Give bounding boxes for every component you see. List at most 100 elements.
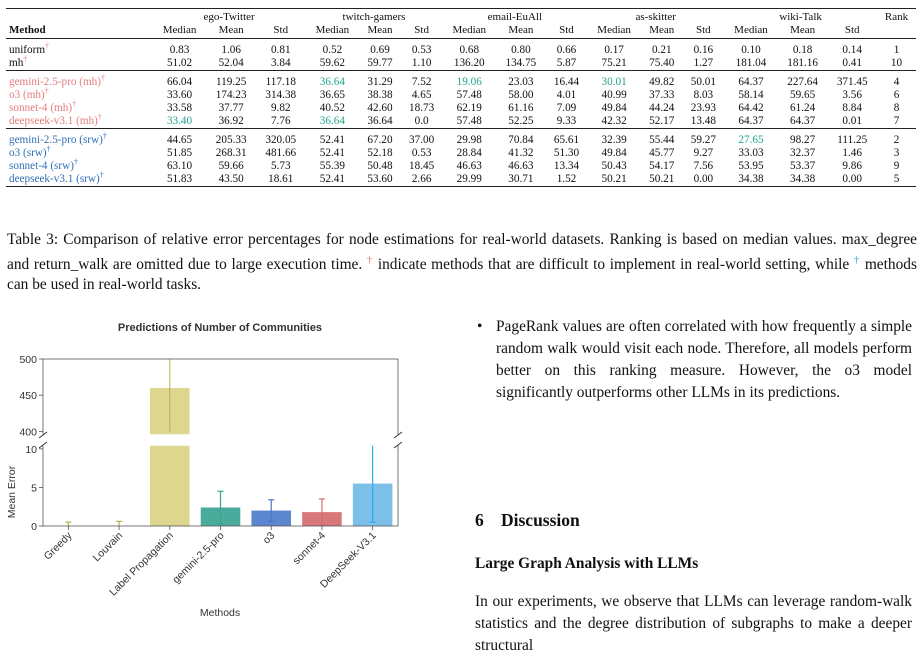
value-cell: 2.66 bbox=[400, 173, 443, 187]
value-cell: 36.92 bbox=[218, 115, 244, 127]
value-cell: 30.01 bbox=[587, 70, 641, 89]
value-cell: 36.65 bbox=[319, 89, 345, 101]
table-row: sonnet-4 (srw)† 63.10 59.66 5.73 55.39 50.48 1… bbox=[6, 157, 916, 173]
y-tick-label: 0 bbox=[31, 521, 37, 533]
value-cell: 53.60 bbox=[359, 173, 401, 187]
value-cell: 28.84 bbox=[456, 147, 482, 159]
value-cell: 1.52 bbox=[545, 173, 588, 187]
stat-header-blank bbox=[877, 24, 916, 39]
value-cell: 59.62 bbox=[319, 57, 345, 69]
value-cell: 33.40 bbox=[166, 115, 193, 127]
value-cell: 46.63 bbox=[456, 160, 482, 172]
value-cell: 55.44 bbox=[640, 128, 683, 147]
value-cell: 50.21 bbox=[640, 173, 683, 187]
y-tick-label: 450 bbox=[19, 390, 37, 402]
rank-cell: 8 bbox=[893, 102, 900, 114]
method-cell: o3 (srw)† bbox=[6, 145, 153, 160]
value-cell: 0.53 bbox=[411, 147, 432, 159]
value-cell: 37.33 bbox=[649, 89, 675, 101]
value-cell: 53.95 bbox=[738, 160, 764, 172]
value-cell: 5.73 bbox=[270, 160, 291, 172]
value-cell: 174.23 bbox=[215, 89, 247, 101]
method-cell: deepseek-v3.1 (mh)† bbox=[6, 113, 153, 129]
value-cell: 36.64 bbox=[319, 115, 345, 127]
method-name: deepseek-v3.1 (mh) bbox=[9, 115, 98, 127]
value-cell: 9.33 bbox=[556, 115, 577, 127]
value-cell: 1.27 bbox=[693, 57, 714, 69]
rank-header: Rank bbox=[877, 8, 916, 24]
y-axis-label: Mean Error bbox=[6, 465, 18, 518]
value-cell: 45.77 bbox=[649, 147, 675, 159]
section-number: 6 bbox=[475, 510, 484, 530]
value-cell: 59.77 bbox=[367, 57, 393, 69]
value-cell: 51.30 bbox=[553, 147, 580, 159]
dagger-marker: † bbox=[23, 54, 28, 64]
value-cell: 59.65 bbox=[790, 89, 816, 101]
value-cell: 49.84 bbox=[601, 102, 627, 114]
value-cell: 0.80 bbox=[496, 38, 546, 57]
dagger-blue-marker: † bbox=[853, 254, 861, 266]
value-cell: 7.09 bbox=[556, 102, 577, 114]
value-cell: 1.10 bbox=[411, 57, 432, 69]
value-cell: 227.64 bbox=[777, 70, 828, 89]
method-cell: deepseek-v3.1 (srw)† bbox=[6, 171, 153, 187]
table-body: uniform† 0.83 1.06 0.81 0.52 0.69 0.53 0.68 0.80… bbox=[6, 38, 916, 187]
value-cell: 58.14 bbox=[738, 89, 764, 101]
value-cell: 0.0 bbox=[414, 115, 429, 127]
method-header-spacer bbox=[6, 8, 153, 24]
value-cell: 8.84 bbox=[842, 102, 862, 114]
value-cell: 32.37 bbox=[790, 147, 816, 159]
rank-cell: 9 bbox=[893, 160, 900, 172]
value-cell: 36.64 bbox=[305, 70, 360, 89]
method-name: uniform bbox=[9, 44, 46, 56]
value-cell: 32.39 bbox=[587, 128, 641, 147]
method-name: gemini-2.5-pro (srw) bbox=[9, 134, 103, 146]
communities-bar-chart: Predictions of Number of Communities Mea… bbox=[6, 322, 403, 619]
stat-header: Std bbox=[273, 24, 289, 36]
x-tick-label: Greedy bbox=[42, 529, 75, 562]
table-header-row: ego-Twitter twitch-gamers email-EuAll as… bbox=[6, 8, 916, 24]
value-cell: 49.84 bbox=[601, 147, 627, 159]
dagger-marker: † bbox=[73, 157, 78, 167]
x-tick-label: gemini-2.5-pro bbox=[170, 530, 226, 586]
dagger-red-marker: † bbox=[366, 254, 374, 266]
stat-header: Mean bbox=[218, 24, 244, 36]
dagger-marker: † bbox=[100, 73, 105, 83]
value-cell: 67.20 bbox=[359, 128, 401, 147]
value-cell: 7.52 bbox=[400, 70, 443, 89]
stat-header: Std bbox=[696, 24, 711, 36]
method-cell: sonnet-4 (mh)† bbox=[6, 100, 153, 115]
value-cell: 4.65 bbox=[411, 89, 432, 101]
method-name: o3 (mh) bbox=[9, 89, 45, 101]
value-cell: 0.53 bbox=[400, 38, 443, 57]
value-cell: 9.27 bbox=[693, 147, 714, 159]
method-name: mh bbox=[9, 57, 24, 69]
value-cell: 52.41 bbox=[319, 147, 345, 159]
value-cell: 0.52 bbox=[305, 38, 360, 57]
value-cell: 119.25 bbox=[206, 70, 256, 89]
value-cell: 117.18 bbox=[255, 70, 306, 89]
value-cell: 0.66 bbox=[545, 38, 588, 57]
rank-cell: 1 bbox=[877, 38, 916, 57]
bullet-item: • PageRank values are often correlated w… bbox=[475, 316, 912, 404]
value-cell: 0.41 bbox=[842, 57, 862, 69]
value-cell: 136.20 bbox=[453, 57, 485, 69]
value-cell: 18.61 bbox=[255, 173, 306, 187]
method-cell: uniform† bbox=[6, 38, 153, 57]
value-cell: 111.25 bbox=[827, 128, 877, 147]
stat-header: Mean bbox=[649, 24, 675, 36]
value-cell: 63.10 bbox=[166, 160, 193, 172]
value-cell: 29.98 bbox=[442, 128, 497, 147]
value-cell: 51.83 bbox=[152, 173, 207, 187]
value-cell: 5.87 bbox=[556, 57, 577, 69]
value-cell: 371.45 bbox=[827, 70, 877, 89]
value-cell: 18.73 bbox=[409, 102, 435, 114]
dataset-header: twitch-gamers bbox=[305, 8, 443, 24]
value-cell: 51.02 bbox=[166, 57, 193, 69]
value-cell: 19.06 bbox=[442, 70, 497, 89]
value-cell: 36.64 bbox=[367, 115, 393, 127]
stat-header: Std bbox=[844, 24, 860, 36]
value-cell: 9.82 bbox=[270, 102, 291, 114]
value-cell: 8.03 bbox=[693, 89, 714, 101]
value-cell: 0.69 bbox=[359, 38, 401, 57]
